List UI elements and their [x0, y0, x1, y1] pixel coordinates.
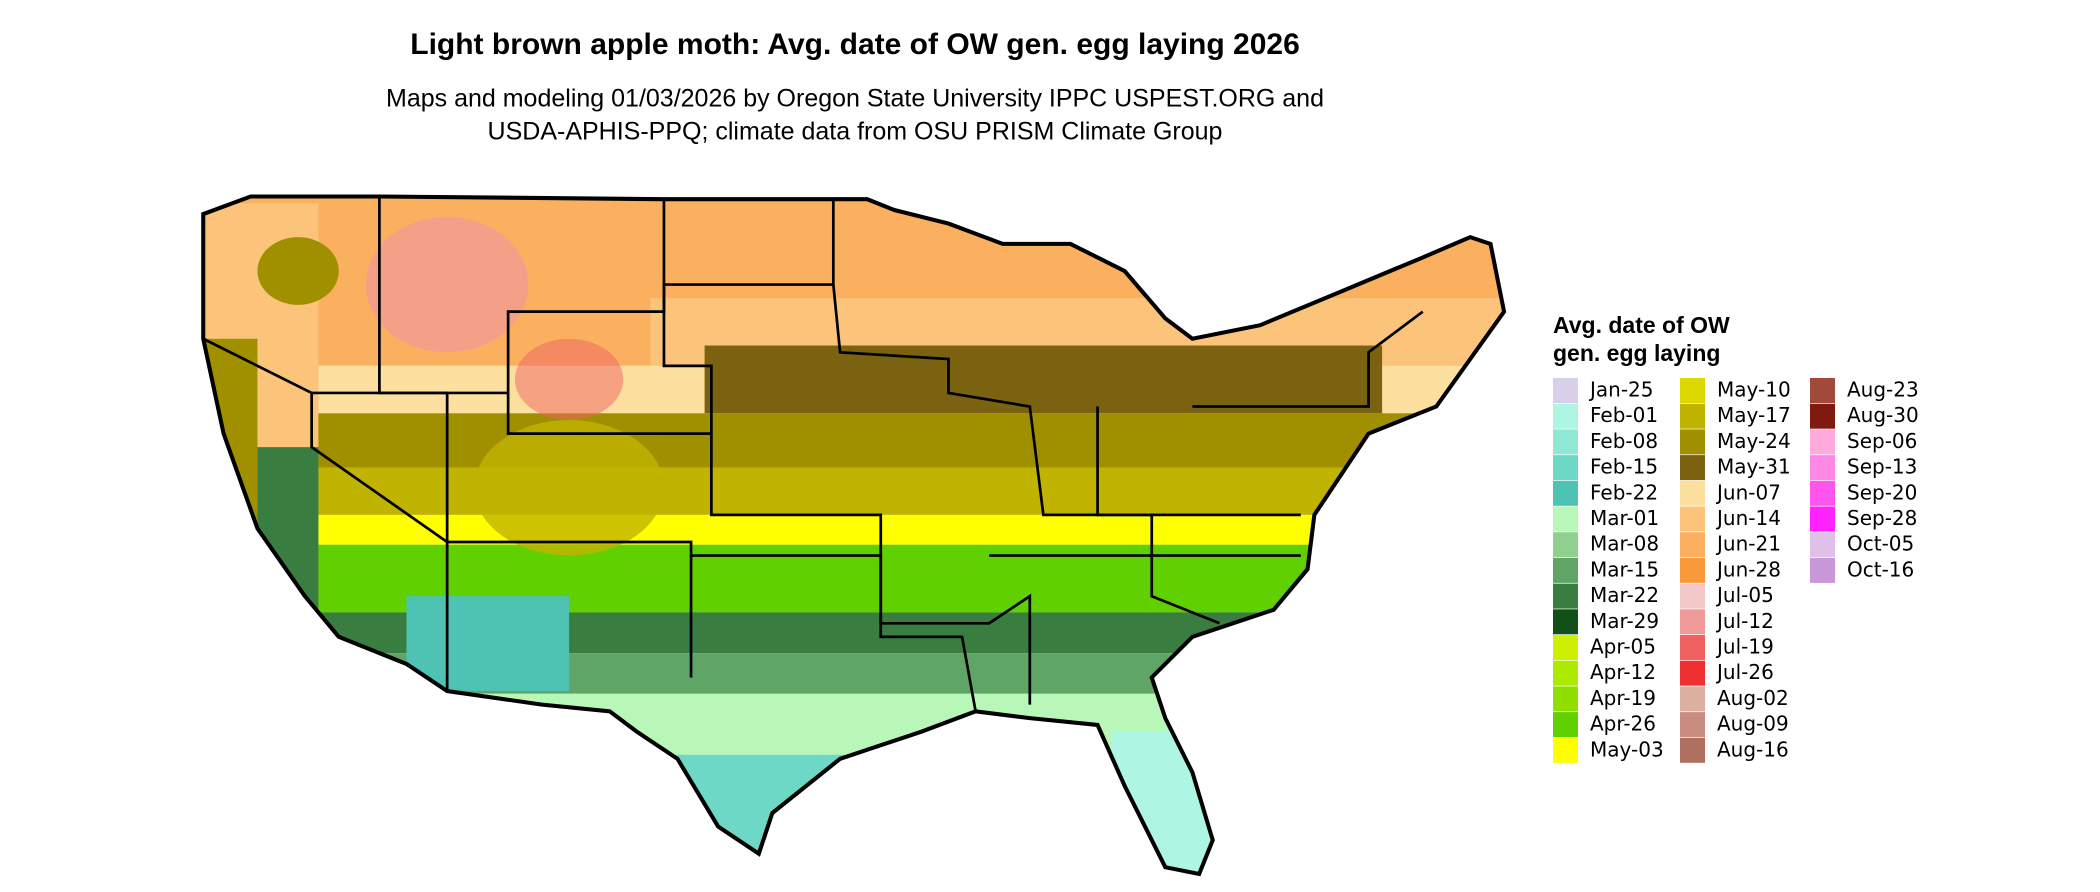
legend-swatch [1680, 737, 1705, 763]
legend-label: Feb-15 [1590, 455, 1658, 479]
legend-swatch [1553, 480, 1578, 506]
legend-swatch [1553, 660, 1578, 686]
legend-label: Sep-13 [1847, 455, 1917, 479]
legend-label: May-24 [1717, 429, 1791, 453]
legend-label: Apr-05 [1590, 635, 1656, 659]
legend-label: Mar-08 [1590, 532, 1659, 556]
legend-label: Aug-23 [1847, 378, 1919, 402]
legend-label: Apr-19 [1590, 686, 1656, 710]
legend-swatch [1553, 378, 1578, 403]
legend-label: Jul-05 [1715, 583, 1774, 607]
legend-label: Sep-06 [1847, 429, 1917, 453]
legend-swatch [1553, 532, 1578, 558]
legend-label: Mar-01 [1590, 506, 1659, 530]
legend-swatch [1680, 557, 1705, 583]
legend-label: May-31 [1717, 455, 1791, 479]
legend: Jan-25Feb-01Feb-08Feb-15Feb-22Mar-01Mar-… [1553, 378, 1919, 763]
legend-label: Feb-08 [1590, 429, 1658, 453]
legend-swatch [1810, 455, 1835, 481]
legend-label: Feb-22 [1590, 480, 1658, 504]
legend-swatch [1553, 609, 1578, 635]
legend-label: May-17 [1717, 403, 1791, 427]
legend-label: Sep-20 [1847, 480, 1917, 504]
legend-swatch [1810, 429, 1835, 455]
legend-swatch [1810, 403, 1835, 429]
legend-label: Aug-02 [1717, 686, 1789, 710]
legend-label: Oct-16 [1847, 557, 1914, 581]
legend-label: Sep-28 [1847, 506, 1917, 530]
legend-swatch [1553, 429, 1578, 455]
legend-label: Apr-12 [1590, 660, 1656, 684]
legend-label: Mar-22 [1590, 583, 1659, 607]
legend-swatch [1553, 557, 1578, 583]
legend-label: Jul-12 [1715, 609, 1774, 633]
legend-label: Mar-29 [1590, 609, 1659, 633]
legend-swatch [1810, 532, 1835, 558]
subtitle: Maps and modeling 01/03/2026 by Oregon S… [386, 85, 1324, 113]
subtitle: USDA-APHIS-PPQ; climate data from OSU PR… [488, 118, 1223, 146]
legend-swatch [1553, 583, 1578, 609]
legend-swatch [1680, 712, 1705, 738]
legend-swatch [1553, 686, 1578, 712]
legend-label: Aug-30 [1847, 403, 1919, 427]
legend-swatch [1810, 378, 1835, 403]
legend-title: gen. egg laying [1553, 340, 1720, 366]
legend-swatch [1680, 686, 1705, 712]
map-title: Light brown apple moth: Avg. date of OW … [410, 28, 1300, 61]
legend-swatch [1680, 532, 1705, 558]
legend-swatch [1553, 635, 1578, 660]
legend-label: Aug-16 [1717, 737, 1789, 761]
legend-label: Jun-07 [1715, 480, 1781, 504]
legend-swatch [1680, 506, 1705, 532]
legend-swatch [1680, 635, 1705, 660]
legend-label: Jun-28 [1715, 557, 1781, 581]
legend-swatch [1680, 583, 1705, 609]
legend-label: Oct-05 [1847, 532, 1914, 556]
legend-swatch [1553, 455, 1578, 481]
legend-swatch [1680, 429, 1705, 455]
legend-label: Aug-09 [1717, 712, 1789, 736]
legend-title: Avg. date of OW [1553, 312, 1730, 338]
legend-swatch [1680, 660, 1705, 686]
legend-label: Jun-14 [1715, 506, 1781, 530]
legend-swatch [1553, 737, 1578, 763]
legend-swatch [1810, 480, 1835, 506]
us-map [201, 194, 1507, 877]
legend-label: May-10 [1717, 378, 1791, 402]
legend-label: Jan-25 [1588, 378, 1654, 402]
legend-label: Mar-15 [1590, 557, 1659, 581]
legend-swatch [1810, 506, 1835, 532]
legend-swatch [1553, 712, 1578, 738]
legend-swatch [1680, 378, 1705, 403]
legend-label: Apr-26 [1590, 712, 1656, 736]
legend-swatch [1680, 455, 1705, 481]
legend-swatch [1680, 609, 1705, 635]
legend-swatch [1680, 480, 1705, 506]
legend-label: Jul-19 [1715, 635, 1774, 659]
legend-swatch [1553, 506, 1578, 532]
legend-label: Jul-26 [1715, 660, 1774, 684]
legend-label: Feb-01 [1590, 403, 1658, 427]
legend-label: May-03 [1590, 737, 1664, 761]
legend-swatch [1553, 403, 1578, 429]
legend-swatch [1810, 557, 1835, 583]
legend-label: Jun-21 [1715, 532, 1781, 556]
legend-swatch [1680, 403, 1705, 429]
